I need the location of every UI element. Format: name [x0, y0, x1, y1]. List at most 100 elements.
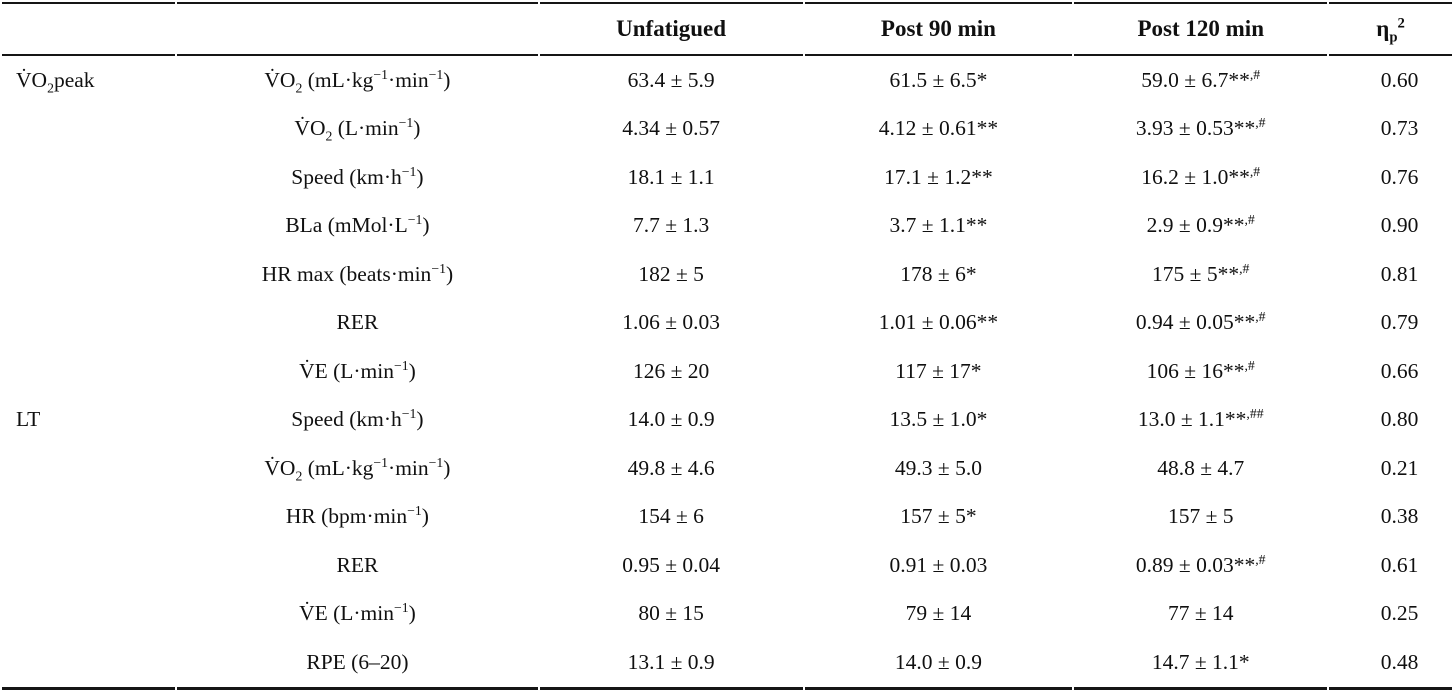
post-90-min-value: 13.5 ± 1.0* — [889, 407, 988, 432]
table-row: V̇E (L·min−1) 126 ± 20 117 ± 17* 106 ± 1… — [2, 347, 1452, 396]
post-90-min-value: 3.7 ± 1.1** — [889, 213, 988, 238]
post-120-min-value: 59.0 ± 6.7**,# — [1141, 66, 1261, 92]
post-120-min-value: 16.2 ± 1.0**,# — [1141, 163, 1261, 189]
header-partial-eta-squared: ηp2 — [1329, 2, 1452, 56]
table-row: V̇O2peak V̇O2 (mL·kg−1·min−1) 63.4 ± 5.9… — [2, 56, 1452, 105]
table-row: RER 0.95 ± 0.04 0.91 ± 0.03 0.89 ± 0.03*… — [2, 541, 1452, 590]
effect-size-value: 0.25 — [1380, 601, 1419, 626]
parameter-label: RER — [336, 310, 379, 335]
post-90-min-value: 1.01 ± 0.06** — [878, 310, 999, 335]
group-label — [2, 202, 175, 251]
post-120-min-value: 2.9 ± 0.9**,# — [1146, 212, 1255, 238]
group-label — [2, 105, 175, 154]
unfatigued-value: 80 ± 15 — [638, 601, 704, 626]
group-label — [2, 541, 175, 590]
post-120-min-value: 14.7 ± 1.1* — [1074, 638, 1328, 690]
post-120-min-value: 0.94 ± 0.05**,# — [1135, 309, 1266, 335]
unfatigued-value: 126 ± 20 — [632, 358, 710, 383]
parameter-label: BLa (mMol·L−1) — [285, 212, 430, 238]
unfatigued-value: 0.95 ± 0.04 — [622, 552, 720, 577]
effect-size-value: 0.60 — [1380, 67, 1419, 92]
post-90-min-value: 178 ± 6* — [900, 261, 977, 286]
parameter-label: Speed (km·h−1) — [291, 163, 424, 189]
effect-size-value: 0.81 — [1380, 261, 1419, 286]
parameter-label: HR (bpm·min−1) — [285, 503, 429, 529]
unfatigued-value: 18.1 ± 1.1 — [627, 164, 715, 189]
post-90-min-value: 0.91 ± 0.03 — [889, 552, 988, 577]
group-label — [2, 347, 175, 396]
post-90-min-value: 14.0 ± 0.9 — [804, 638, 1073, 690]
header-post-90-min: Post 90 min — [804, 2, 1073, 56]
group-label — [2, 493, 175, 542]
unfatigued-value: 182 ± 5 — [638, 261, 704, 286]
parameter-label: V̇E (L·min−1) — [299, 600, 416, 626]
parameter-label: Speed (km·h−1) — [291, 406, 424, 432]
group-label: V̇O2peak — [16, 67, 95, 96]
group-label — [2, 250, 175, 299]
unfatigued-value: 4.34 ± 0.57 — [622, 116, 720, 141]
effect-size-value: 0.48 — [1329, 638, 1452, 690]
post-120-min-value: 106 ± 16**,# — [1146, 357, 1255, 383]
post-120-min-value: 48.8 ± 4.7 — [1157, 455, 1245, 480]
unfatigued-value: 1.06 ± 0.03 — [622, 310, 720, 335]
parameter-label: V̇O2 (mL·kg−1·min−1) — [264, 454, 451, 484]
table-row: BLa (mMol·L−1) 7.7 ± 1.3 3.7 ± 1.1** 2.9… — [2, 202, 1452, 251]
header-unfatigued: Unfatigued — [539, 2, 803, 56]
unfatigued-value: 7.7 ± 1.3 — [632, 213, 710, 238]
post-90-min-value: 157 ± 5* — [900, 504, 977, 529]
post-120-min-value: 77 ± 14 — [1167, 601, 1234, 626]
effect-size-value: 0.73 — [1380, 116, 1419, 141]
table-row: V̇E (L·min−1) 80 ± 15 79 ± 14 77 ± 14 0.… — [2, 590, 1452, 639]
table-row: V̇O2 (mL·kg−1·min−1) 49.8 ± 4.6 49.3 ± 5… — [2, 444, 1452, 493]
effect-size-value: 0.90 — [1380, 213, 1419, 238]
group-label — [2, 638, 176, 690]
post-90-min-value: 49.3 ± 5.0 — [894, 455, 982, 480]
effect-size-value: 0.38 — [1380, 504, 1419, 529]
group-label — [2, 299, 175, 348]
parameter-label: HR max (beats·min−1) — [261, 260, 454, 286]
table-row: RPE (6–20) 13.1 ± 0.9 14.0 ± 0.9 14.7 ± … — [2, 638, 1452, 690]
unfatigued-value: 63.4 ± 5.9 — [627, 67, 715, 92]
table-row: HR (bpm·min−1) 154 ± 6 157 ± 5* 157 ± 5 … — [2, 493, 1452, 542]
post-120-min-value: 3.93 ± 0.53**,# — [1135, 115, 1266, 141]
unfatigued-value: 154 ± 6 — [638, 504, 704, 529]
parameter-label: V̇O2 (mL·kg−1·min−1) — [264, 66, 451, 96]
post-120-min-value: 175 ± 5**,# — [1152, 260, 1250, 286]
group-label — [2, 590, 175, 639]
post-90-min-value: 4.12 ± 0.61** — [878, 116, 999, 141]
group-label — [2, 444, 175, 493]
unfatigued-value: 49.8 ± 4.6 — [627, 455, 715, 480]
post-90-min-value: 61.5 ± 6.5* — [889, 67, 988, 92]
effect-size-value: 0.80 — [1380, 407, 1419, 432]
post-90-min-value: 117 ± 17* — [895, 358, 982, 383]
table-header: Unfatigued Post 90 min Post 120 min ηp2 — [2, 2, 1452, 56]
parameter-label: RER — [336, 552, 379, 577]
post-90-min-value: 79 ± 14 — [905, 601, 972, 626]
header-group-spacer — [2, 2, 176, 56]
table-row: LT Speed (km·h−1) 14.0 ± 0.9 13.5 ± 1.0*… — [2, 396, 1452, 445]
group-label: LT — [16, 407, 41, 432]
effect-size-value: 0.66 — [1380, 358, 1419, 383]
post-120-min-value: 0.89 ± 0.03**,# — [1135, 551, 1266, 577]
post-120-min-value: 157 ± 5 — [1167, 504, 1234, 529]
parameter-label: V̇O2 (L·min−1) — [294, 115, 421, 144]
unfatigued-value: 13.1 ± 0.9 — [539, 638, 803, 690]
group-label — [2, 153, 175, 202]
table-row: HR max (beats·min−1) 182 ± 5 178 ± 6* 17… — [2, 250, 1452, 299]
header-post-120-min: Post 120 min — [1074, 2, 1328, 56]
table-row: V̇O2 (L·min−1) 4.34 ± 0.57 4.12 ± 0.61**… — [2, 105, 1452, 154]
table-row: RER 1.06 ± 0.03 1.01 ± 0.06** 0.94 ± 0.0… — [2, 299, 1452, 348]
table-row: Speed (km·h−1) 18.1 ± 1.1 17.1 ± 1.2** 1… — [2, 153, 1452, 202]
parameter-label: V̇E (L·min−1) — [299, 357, 416, 383]
effect-size-value: 0.79 — [1380, 310, 1419, 335]
effect-size-value: 0.76 — [1380, 164, 1419, 189]
parameter-label: RPE (6–20) — [177, 638, 538, 690]
post-90-min-value: 17.1 ± 1.2** — [884, 164, 993, 189]
table-body: V̇O2peak V̇O2 (mL·kg−1·min−1) 63.4 ± 5.9… — [2, 56, 1452, 690]
unfatigued-value: 14.0 ± 0.9 — [627, 407, 715, 432]
effect-size-value: 0.21 — [1380, 455, 1419, 480]
effect-size-value: 0.61 — [1380, 552, 1419, 577]
header-row: Unfatigued Post 90 min Post 120 min ηp2 — [2, 2, 1452, 56]
